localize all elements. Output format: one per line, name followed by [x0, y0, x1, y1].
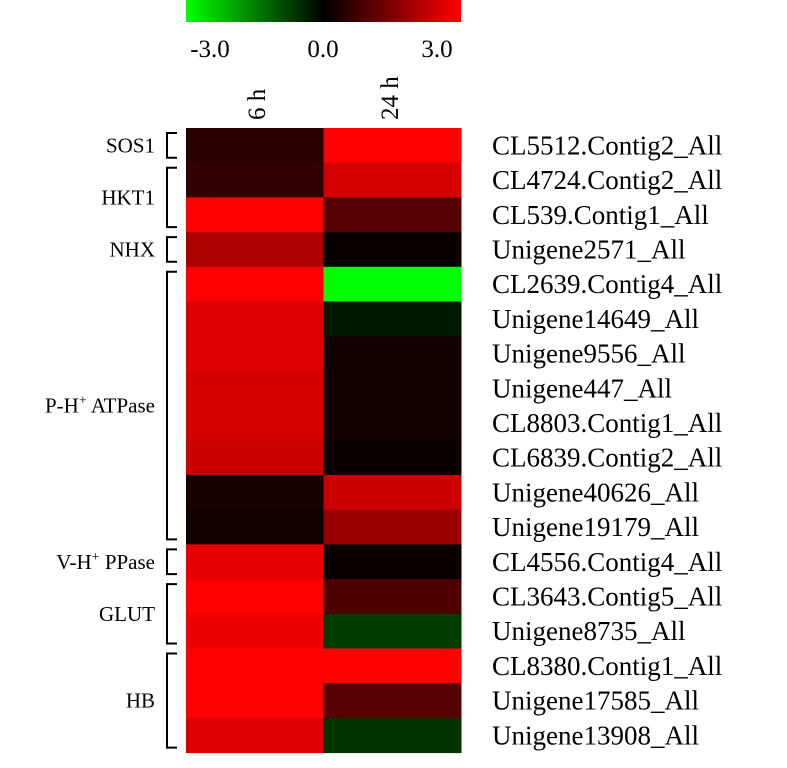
heatmap-cell	[323, 301, 462, 337]
heatmap-cell	[323, 475, 462, 511]
heatmap-cell	[323, 197, 462, 233]
heatmap-cell	[186, 336, 324, 372]
heatmap-cell	[186, 128, 324, 164]
colorbar	[186, 0, 461, 22]
group-bracket	[166, 132, 177, 159]
colorbar-tick-label: 0.0	[307, 36, 338, 63]
colorbar-tick-label: -3.0	[190, 36, 230, 63]
colorbar-tick-label: 3.0	[421, 36, 452, 63]
column-label: 24 h	[377, 76, 404, 120]
heatmap-cell	[323, 128, 462, 164]
heatmap-cell	[323, 613, 462, 649]
heatmap-cell	[186, 405, 324, 441]
row-label: CL5512.Contig2_All	[492, 130, 722, 160]
heatmap-cell	[186, 370, 324, 407]
row-label: Unigene13908_All	[492, 720, 699, 750]
heatmap-cell	[323, 544, 462, 580]
row-label: CL539.Contig1_All	[492, 200, 709, 230]
heatmap-cell	[323, 579, 462, 615]
group-bracket	[166, 583, 177, 645]
heatmap-cell	[323, 162, 462, 198]
group-bracket	[166, 270, 177, 541]
row-labels: CL5512.Contig2_All CL4724.Contig2_All CL53…	[492, 130, 722, 750]
colorbar-tick-labels: -3.0 0.0 3.0	[190, 36, 452, 63]
group-brackets: SOS1 HKT1 NHX P-H+ ATPase V-H+ PPase GLUT HB	[45, 132, 177, 749]
heatmap-cell	[323, 717, 462, 754]
row-label: CL4724.Contig2_All	[492, 165, 722, 195]
heatmap-cell	[186, 197, 324, 233]
group-label: NHX	[110, 237, 156, 261]
heatmap-cells	[186, 128, 462, 754]
row-label: Unigene9556_All	[492, 339, 685, 369]
heatmap-cell	[323, 336, 462, 372]
heatmap-cell	[323, 440, 462, 476]
group-label: GLUT	[99, 602, 155, 626]
group-label: V-H+ PPase	[56, 550, 155, 574]
row-label: Unigene447_All	[492, 373, 672, 403]
heatmap-cell	[186, 440, 324, 476]
row-label: CL8803.Contig1_All	[492, 408, 722, 438]
heatmap-cell	[323, 405, 462, 441]
group-label: SOS1	[106, 133, 155, 157]
row-label: Unigene2571_All	[492, 234, 685, 264]
heatmap-cell	[323, 648, 462, 684]
row-label: Unigene40626_All	[492, 477, 699, 507]
heatmap-cell	[323, 232, 462, 268]
row-label: CL3643.Contig5_All	[492, 581, 722, 611]
group-label: HKT1	[101, 185, 155, 209]
group-bracket	[166, 236, 177, 263]
heatmap-cell	[186, 232, 324, 268]
heatmap-cell	[186, 613, 324, 649]
heatmap-cell	[186, 266, 324, 302]
group-bracket	[166, 548, 177, 576]
heatmap-cell	[323, 683, 462, 719]
row-label: Unigene14649_All	[492, 304, 699, 334]
row-label: Unigene8735_All	[492, 616, 685, 646]
heatmap-cell	[323, 266, 462, 302]
heatmap-cell	[186, 162, 324, 198]
heatmap-cell	[323, 370, 462, 407]
heatmap-cell	[186, 544, 324, 580]
heatmap-cell	[186, 683, 324, 719]
heatmap-cell	[186, 579, 324, 615]
column-label: 6 h	[244, 88, 271, 120]
row-label: CL8380.Contig1_All	[492, 651, 722, 681]
heatmap-cell	[323, 509, 462, 545]
row-label: Unigene19179_All	[492, 512, 699, 542]
row-label: CL4556.Contig4_All	[492, 547, 722, 577]
heatmap-cell	[186, 648, 324, 684]
heatmap-cell	[186, 475, 324, 511]
row-label: CL2639.Contig4_All	[492, 269, 722, 299]
row-label: Unigene17585_All	[492, 686, 699, 716]
group-label: P-H+ ATPase	[45, 394, 155, 418]
heatmap-cell	[186, 301, 324, 337]
group-bracket	[166, 652, 177, 749]
heatmap-cell	[186, 717, 324, 754]
heatmap-cell	[186, 509, 324, 545]
row-label: CL6839.Contig2_All	[492, 443, 722, 473]
group-label: HB	[126, 689, 155, 713]
group-bracket	[166, 166, 177, 229]
column-labels: 6 h 24 h	[244, 76, 404, 120]
